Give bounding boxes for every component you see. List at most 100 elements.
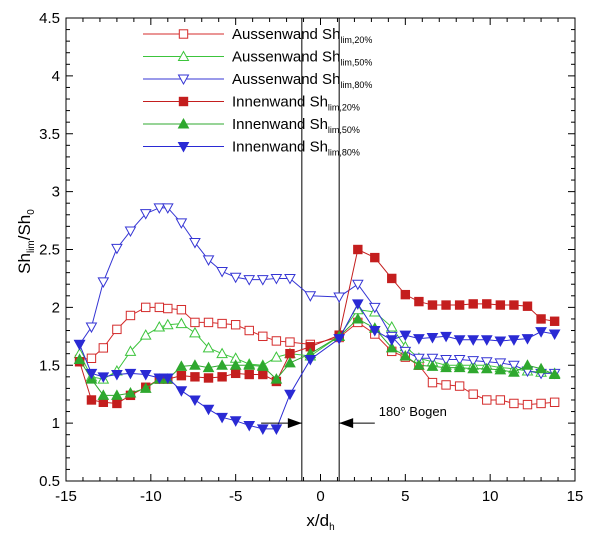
series-3-point <box>153 203 166 214</box>
series-5-point <box>256 360 269 371</box>
series-5-point <box>467 362 480 374</box>
legend-label: Aussenwand Shlim,20% <box>232 26 372 45</box>
series-5-point <box>202 361 215 373</box>
series-5-point <box>480 362 493 374</box>
legend-label-sub: lim,80% <box>340 80 372 90</box>
annotation-arrow-left-head <box>287 418 302 429</box>
annotation: 180° Bogen <box>261 404 447 429</box>
legend-entry-3: Aussenwand Shlim,80% <box>143 71 372 90</box>
legend-label-main: Aussenwand Sh <box>232 71 340 88</box>
series-1-point <box>112 324 122 335</box>
series-1-point <box>203 317 214 328</box>
series-5-point <box>535 362 547 374</box>
x-axis-title: x/dh <box>306 511 334 533</box>
series-6-point <box>256 424 269 435</box>
series-3 <box>73 203 561 380</box>
legend-label-main: Innenwand Sh <box>232 94 328 111</box>
series-6-point <box>333 334 346 345</box>
series-1-point <box>125 310 136 321</box>
x-tick-label: -15 <box>55 488 77 505</box>
series-5-point <box>111 389 123 400</box>
series-5-point <box>440 361 452 373</box>
series-5-point <box>413 359 425 370</box>
series-6-point <box>161 373 174 385</box>
series-4-point <box>427 300 438 310</box>
plot-area <box>73 18 561 481</box>
series-4-point <box>285 348 295 359</box>
legend-label-sub: lim,50% <box>340 58 372 68</box>
series-4-point <box>454 300 465 310</box>
series-1-point <box>509 398 519 409</box>
series-4-point <box>536 314 546 324</box>
y-axis-title: Shlim/Sh0 <box>15 209 37 274</box>
series-1-point <box>176 304 187 315</box>
series-5-point <box>229 359 242 370</box>
series-3-point <box>351 279 364 291</box>
x-tick-label: 10 <box>482 488 499 505</box>
series-3-point <box>256 275 269 286</box>
series-6-point <box>304 354 317 366</box>
series-3-point <box>243 275 256 286</box>
series-6-line <box>79 302 555 430</box>
series-6-point <box>508 335 520 346</box>
series-1-point <box>217 318 227 329</box>
series-5-point <box>385 341 398 353</box>
series-2-point <box>216 347 228 359</box>
series-1-point <box>482 395 492 405</box>
legend-label-sub: lim,80% <box>328 148 360 158</box>
series-3-point <box>161 203 174 214</box>
y-tick-label: 3.5 <box>39 126 60 143</box>
x-tick-label: 5 <box>401 488 409 505</box>
y-axis-title-sub: lim <box>26 240 37 253</box>
series-5-point <box>426 360 439 371</box>
series-4-point <box>387 273 397 284</box>
series-1-point <box>230 320 241 330</box>
series-4-point <box>495 300 506 310</box>
series-1-point <box>258 331 268 342</box>
y-tick-label: 2.5 <box>39 242 60 259</box>
x-tick-label: 0 <box>316 488 324 505</box>
series-5 <box>73 312 561 400</box>
y-tick-label: 1.5 <box>39 357 60 374</box>
series-2-point <box>124 345 137 356</box>
legend-entry-1: Aussenwand Shlim,20% <box>143 26 372 45</box>
legend-entry-2: Aussenwand Shlim,50% <box>143 49 372 68</box>
series-6-point <box>97 372 110 383</box>
series-6-point <box>351 299 364 310</box>
series-6-point <box>521 334 534 345</box>
series-4-point <box>112 398 122 409</box>
series-5-point <box>216 359 228 370</box>
series-3-point <box>175 218 188 229</box>
series-2-point <box>270 351 283 362</box>
series-3-point <box>440 354 452 366</box>
series-2-point <box>202 341 215 353</box>
series-6-point <box>368 326 381 337</box>
series-4-point <box>370 252 380 263</box>
series-5-point <box>124 387 137 398</box>
series-6-point <box>467 335 480 346</box>
series-6-point <box>284 389 296 401</box>
series-4-point <box>217 372 227 382</box>
series-6-point <box>385 335 398 346</box>
series-3-point <box>453 354 466 366</box>
series-5-point <box>508 366 520 377</box>
series-2-point <box>385 321 398 332</box>
series-2-point <box>175 317 188 329</box>
series-1-point <box>86 353 97 364</box>
legend-label: Aussenwand Shlim,50% <box>232 49 372 68</box>
series-6-point <box>440 331 452 343</box>
y-tick-label: 4.5 <box>39 10 60 27</box>
series-1 <box>74 302 560 410</box>
series-1-point <box>98 343 109 353</box>
series-4-point <box>482 299 492 309</box>
legend-label-main: Aussenwand Sh <box>232 49 340 66</box>
series-5-point <box>399 349 412 361</box>
series-3-point <box>494 358 507 369</box>
legend-label-main: Aussenwand Sh <box>232 26 340 43</box>
legend-label-sub: lim,20% <box>328 103 360 113</box>
series-2-point <box>189 326 201 338</box>
series-4-point <box>549 316 560 326</box>
legend-label-main: Innenwand Sh <box>232 116 328 133</box>
series-4-line <box>79 248 555 404</box>
legend-entry-4: Innenwand Shlim,20% <box>143 94 360 113</box>
